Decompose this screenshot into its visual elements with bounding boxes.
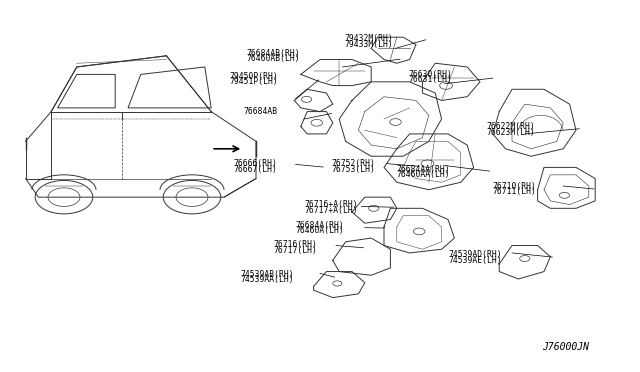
Text: 76630(RH): 76630(RH) [408,70,452,79]
Text: 74539AB(RH): 74539AB(RH) [241,270,294,279]
Text: 76460AB(LH): 76460AB(LH) [246,54,300,63]
Text: 76711(LH): 76711(LH) [493,187,537,196]
Text: 76752(RH): 76752(RH) [332,159,376,168]
Text: 76684AB: 76684AB [243,107,277,116]
Text: 76710(RH): 76710(RH) [493,182,537,190]
Text: 76667(LH): 76667(LH) [234,165,278,174]
Text: 74539AE(LH): 74539AE(LH) [448,256,502,265]
Text: 76684AB(RH): 76684AB(RH) [246,49,300,58]
Text: 76753(LH): 76753(LH) [332,165,376,174]
Text: 76622M(RH): 76622M(RH) [486,122,535,131]
Text: 76717+A(LH): 76717+A(LH) [304,206,358,215]
Text: 76684A(RH): 76684A(RH) [296,221,344,230]
Text: 76684AA(RH): 76684AA(RH) [396,165,450,174]
Text: J76000JN: J76000JN [542,341,589,352]
Text: 74539AA(LH): 74539AA(LH) [241,275,294,284]
Text: 79432M(RH): 79432M(RH) [344,34,393,43]
Text: 76460AA(LH): 76460AA(LH) [396,170,450,179]
Text: 76631(LH): 76631(LH) [408,76,452,84]
Text: 76716(RH): 76716(RH) [273,240,317,249]
Text: 76623M(LH): 76623M(LH) [486,128,535,137]
Text: 76716+A(RH): 76716+A(RH) [304,200,358,209]
Text: 79450P(RH): 79450P(RH) [229,72,278,81]
Text: 79451P(LH): 79451P(LH) [229,77,278,86]
Text: 74539AD(RH): 74539AD(RH) [448,250,502,259]
Text: 76666(RH): 76666(RH) [234,159,278,168]
Text: 76717(LH): 76717(LH) [273,246,317,255]
Text: 79433M(LH): 79433M(LH) [344,40,393,49]
Text: 76460A(LH): 76460A(LH) [296,226,344,235]
